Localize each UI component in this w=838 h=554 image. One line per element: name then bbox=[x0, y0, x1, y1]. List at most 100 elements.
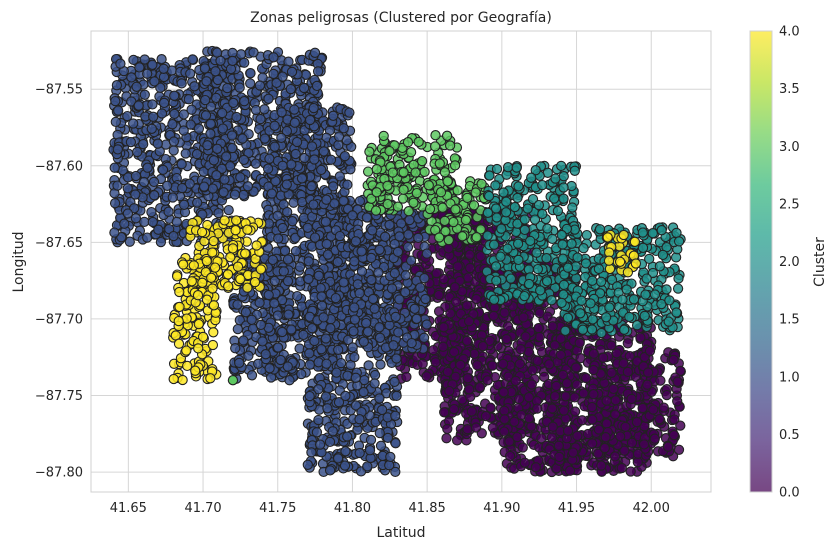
cluster-1-point bbox=[314, 415, 323, 424]
cluster-1-point bbox=[287, 160, 296, 169]
cluster-1-point bbox=[375, 333, 384, 342]
cluster-0-point bbox=[533, 356, 542, 365]
cluster-0-point bbox=[506, 451, 515, 460]
cluster-0-point bbox=[500, 406, 509, 415]
cluster-1-point bbox=[291, 149, 300, 158]
cluster-1-point bbox=[269, 53, 278, 62]
cluster-1-point bbox=[343, 432, 352, 441]
cluster-1-point bbox=[251, 105, 260, 114]
cluster-1-point bbox=[340, 152, 349, 161]
cluster-1-point bbox=[143, 233, 152, 242]
cluster-1-point bbox=[184, 95, 193, 104]
cluster-1-point bbox=[359, 388, 368, 397]
cluster-1-point bbox=[134, 101, 143, 110]
cluster-1-point bbox=[239, 336, 248, 345]
cluster-0-point bbox=[579, 389, 588, 398]
cluster-1-point bbox=[287, 325, 296, 334]
cluster-1-point bbox=[224, 206, 233, 215]
cluster-0-point bbox=[664, 442, 673, 451]
cluster-0-point bbox=[443, 424, 452, 433]
cluster-1-point bbox=[395, 232, 404, 241]
cluster-1-point bbox=[218, 109, 227, 118]
cluster-1-point bbox=[286, 85, 295, 94]
cluster-1-point bbox=[319, 313, 328, 322]
cluster-1-point bbox=[392, 354, 401, 363]
cluster-1-point bbox=[241, 308, 250, 317]
cluster-1-point bbox=[244, 351, 253, 360]
cluster-0-point bbox=[483, 376, 492, 385]
cluster-1-point bbox=[299, 330, 308, 339]
cluster-0-point bbox=[481, 412, 490, 421]
cluster-1-point bbox=[410, 304, 419, 313]
cluster-1-point bbox=[206, 119, 215, 128]
cluster-1-point bbox=[111, 97, 120, 106]
cluster-1-point bbox=[317, 345, 326, 354]
cluster-1-point bbox=[307, 182, 316, 191]
cluster-1-point bbox=[236, 173, 245, 182]
cluster-0-point bbox=[445, 387, 454, 396]
cluster-1-point bbox=[391, 312, 400, 321]
cluster-0-point bbox=[488, 423, 497, 432]
cluster-1-point bbox=[334, 132, 343, 141]
cluster-1-point bbox=[163, 181, 172, 190]
cluster-0-point bbox=[465, 385, 474, 394]
cluster-1-point bbox=[131, 171, 140, 180]
cluster-0-point bbox=[645, 346, 654, 355]
cluster-1-point bbox=[341, 391, 350, 400]
cluster-1-point bbox=[407, 339, 416, 348]
cluster-0-point bbox=[548, 422, 557, 431]
cluster-1-point bbox=[375, 394, 384, 403]
cluster-1-point bbox=[376, 441, 385, 450]
cluster-1-point bbox=[123, 209, 132, 218]
cluster-0-point bbox=[463, 301, 472, 310]
cluster-1-point bbox=[190, 82, 199, 91]
cluster-1-point bbox=[256, 115, 265, 124]
cluster-3-point bbox=[388, 168, 397, 177]
cluster-1-point bbox=[277, 133, 286, 142]
cluster-1-point bbox=[157, 55, 166, 64]
cluster-1-point bbox=[351, 373, 360, 382]
cluster-1-point bbox=[256, 320, 265, 329]
cluster-1-point bbox=[111, 199, 120, 208]
cluster-0-point bbox=[520, 458, 529, 467]
cluster-1-point bbox=[178, 184, 187, 193]
cluster-1-point bbox=[349, 327, 358, 336]
cluster-1-point bbox=[374, 268, 383, 277]
cluster-0-point bbox=[463, 374, 472, 383]
cluster-1-point bbox=[172, 217, 181, 226]
cluster-1-point bbox=[319, 147, 328, 156]
cluster-1-point bbox=[317, 292, 326, 301]
cluster-1-point bbox=[131, 190, 140, 199]
cluster-0-point bbox=[440, 408, 449, 417]
cluster-1-point bbox=[168, 120, 177, 129]
cluster-1-point bbox=[202, 77, 211, 86]
cluster-1-point bbox=[169, 137, 178, 146]
cluster-1-point bbox=[348, 343, 357, 352]
cluster-1-point bbox=[339, 278, 348, 287]
cluster-1-point bbox=[339, 196, 348, 205]
cluster-1-point bbox=[305, 349, 314, 358]
cluster-0-point bbox=[472, 423, 481, 432]
cluster-1-point bbox=[270, 142, 279, 151]
cluster-0-point bbox=[467, 407, 476, 416]
cluster-1-point bbox=[345, 108, 354, 117]
cluster-1-point bbox=[321, 334, 330, 343]
cluster-1-point bbox=[153, 139, 162, 148]
cluster-0-point bbox=[533, 404, 542, 413]
cluster-1-point bbox=[412, 314, 421, 323]
cluster-0-point bbox=[627, 394, 636, 403]
cluster-0-point bbox=[643, 380, 652, 389]
cluster-1-point bbox=[194, 124, 203, 133]
cluster-1-point bbox=[147, 208, 156, 217]
cluster-0-point bbox=[515, 359, 524, 368]
cluster-0-point bbox=[550, 392, 559, 401]
cluster-1-point bbox=[312, 81, 321, 90]
cluster-0-point bbox=[669, 431, 678, 440]
cluster-1-point bbox=[206, 129, 215, 138]
cluster-1-point bbox=[139, 177, 148, 186]
cluster-1-point bbox=[420, 333, 429, 342]
cluster-0-point bbox=[451, 297, 460, 306]
cluster-0-point bbox=[602, 396, 611, 405]
cluster-0-point bbox=[439, 342, 448, 351]
cluster-0-point bbox=[559, 406, 568, 415]
